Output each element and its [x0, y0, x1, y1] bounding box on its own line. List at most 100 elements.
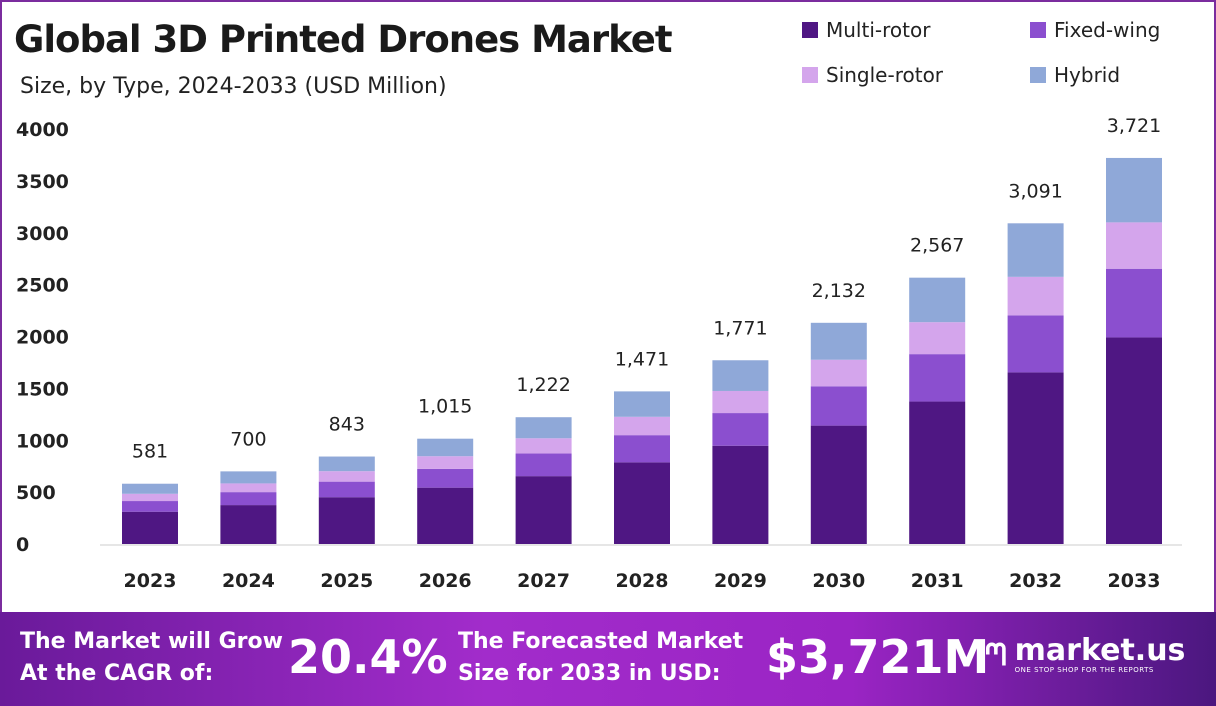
- legend-swatch: [802, 67, 818, 83]
- bar-segment-multi-rotor: [417, 487, 474, 544]
- stacked-bar-chart: 0 500 1000 1500 2000 2500 3000 3500 4000 2023 581 2…: [16, 115, 1182, 592]
- forecast-label: The Forecasted Market Size for 2033 in US…: [458, 626, 743, 690]
- bar-segment-fixed-wing: [318, 481, 375, 498]
- bar-segment-fixed-wing: [220, 492, 277, 506]
- bar-segment-multi-rotor: [712, 445, 769, 544]
- bar-total-label: 1,015: [418, 396, 472, 418]
- bar-segment-hybrid: [417, 438, 474, 457]
- bar-total-label: 1,771: [713, 317, 767, 339]
- bar-segment-fixed-wing: [614, 435, 670, 463]
- summary-banner: The Market will Grow At the CAGR of: 20.4…: [0, 612, 1216, 706]
- bar-segment-hybrid: [220, 471, 277, 484]
- bar-segment-multi-rotor: [810, 425, 867, 544]
- bar-segment-fixed-wing: [1007, 315, 1064, 373]
- bar-segment-fixed-wing: [122, 501, 178, 512]
- legend: Multi-rotor Fixed-wing Single-rotor Hybr…: [802, 16, 1202, 96]
- bar-segment-fixed-wing: [417, 468, 474, 488]
- y-tick-label: 0: [16, 534, 29, 556]
- bar-total-label: 1,471: [615, 348, 669, 370]
- x-tick-label: 2025: [320, 570, 373, 592]
- bar-segment-fixed-wing: [1106, 268, 1162, 338]
- bar-total-label: 3,091: [1008, 180, 1062, 202]
- bar-total-label: 700: [230, 428, 266, 450]
- x-tick-label: 2024: [222, 570, 275, 592]
- legend-item-fixed-wing: Fixed-wing: [1030, 18, 1160, 42]
- y-tick-label: 3000: [16, 223, 69, 245]
- bar-segment-multi-rotor: [122, 511, 178, 544]
- bar-segment-multi-rotor: [1007, 372, 1064, 544]
- bar-segment-hybrid: [810, 322, 867, 360]
- legend-label: Hybrid: [1054, 63, 1121, 87]
- bar-segment-single-rotor: [515, 438, 572, 454]
- bar-total-label: 1,222: [516, 374, 570, 396]
- logo-tagline: ONE STOP SHOP FOR THE REPORTS: [1014, 666, 1154, 674]
- bar-segment-single-rotor: [1106, 222, 1162, 269]
- bar-segment-single-rotor: [122, 493, 178, 502]
- bar-segment-single-rotor: [1007, 276, 1064, 316]
- chart-title: Global 3D Printed Drones Market: [14, 18, 673, 61]
- bar-total-label: 3,721: [1107, 115, 1161, 137]
- forecast-value: $3,721M: [766, 630, 990, 684]
- y-tick-label: 2500: [16, 275, 69, 297]
- bar-total-label: 581: [132, 441, 168, 463]
- bar-segment-multi-rotor: [1106, 337, 1162, 544]
- bar-total-label: 843: [329, 414, 365, 436]
- cagr-label-line: At the CAGR of:: [20, 661, 214, 686]
- chart-subtitle: Size, by Type, 2024-2033 (USD Million): [20, 74, 447, 99]
- logo-icon: ᘉ: [985, 637, 1007, 673]
- bar-segment-fixed-wing: [712, 413, 769, 446]
- legend-swatch: [1030, 22, 1046, 38]
- bar-segment-hybrid: [318, 456, 375, 472]
- legend-swatch: [1030, 67, 1046, 83]
- bar-segment-fixed-wing: [515, 453, 572, 477]
- bar-segment-single-rotor: [318, 471, 375, 482]
- bar-segment-multi-rotor: [614, 462, 670, 544]
- bar-segment-fixed-wing: [909, 354, 966, 402]
- legend-item-hybrid: Hybrid: [1030, 63, 1120, 87]
- x-tick-label: 2032: [1009, 570, 1062, 592]
- market-us-logo: ᘉ market.us ONE STOP SHOP FOR THE REPORTS: [985, 633, 1186, 675]
- cagr-value: 20.4%: [288, 630, 448, 684]
- bar-segment-hybrid: [1106, 157, 1162, 223]
- x-tick-label: 2031: [911, 570, 964, 592]
- bar-segment-multi-rotor: [220, 505, 277, 544]
- y-tick-label: 3500: [16, 171, 69, 193]
- legend-label: Fixed-wing: [1054, 18, 1161, 42]
- cagr-label: The Market will Grow At the CAGR of:: [20, 626, 283, 690]
- bar-segment-fixed-wing: [810, 386, 867, 426]
- x-tick-label: 2030: [812, 570, 865, 592]
- legend-item-multi-rotor: Multi-rotor: [802, 18, 930, 42]
- x-tick-label: 2026: [419, 570, 472, 592]
- y-tick-label: 500: [16, 482, 56, 504]
- legend-label: Multi-rotor: [826, 18, 931, 42]
- bar-total-label: 2,132: [812, 280, 866, 302]
- y-tick-label: 2000: [16, 327, 69, 349]
- x-tick-label: 2029: [714, 570, 767, 592]
- bar-segment-single-rotor: [220, 483, 277, 493]
- y-tick-label: 1000: [16, 430, 69, 452]
- y-tick-label: 1500: [16, 378, 69, 400]
- cagr-label-line: The Market will Grow: [20, 629, 283, 654]
- bar-segment-hybrid: [614, 391, 670, 417]
- forecast-label-line: The Forecasted Market: [458, 629, 744, 654]
- bar-segment-hybrid: [909, 277, 966, 323]
- bar-total-label: 2,567: [910, 235, 964, 257]
- logo-text: market.us: [1014, 633, 1186, 668]
- legend-item-single-rotor: Single-rotor: [802, 63, 943, 87]
- bar-segment-single-rotor: [909, 322, 966, 355]
- bar-segment-hybrid: [122, 483, 178, 494]
- bar-segment-single-rotor: [810, 359, 867, 387]
- bar-segment-multi-rotor: [318, 497, 375, 544]
- y-tick-label: 4000: [16, 119, 69, 141]
- legend-label: Single-rotor: [826, 63, 944, 87]
- chart-frame: [0, 0, 1216, 612]
- x-tick-label: 2033: [1108, 570, 1161, 592]
- bar-segment-single-rotor: [712, 390, 769, 414]
- bar-segment-multi-rotor: [515, 476, 572, 544]
- bar-segment-hybrid: [712, 360, 769, 391]
- bar-segment-multi-rotor: [909, 401, 966, 544]
- x-tick-label: 2027: [517, 570, 570, 592]
- bar-segment-hybrid: [515, 417, 572, 439]
- x-tick-label: 2028: [616, 570, 669, 592]
- legend-swatch: [802, 22, 818, 38]
